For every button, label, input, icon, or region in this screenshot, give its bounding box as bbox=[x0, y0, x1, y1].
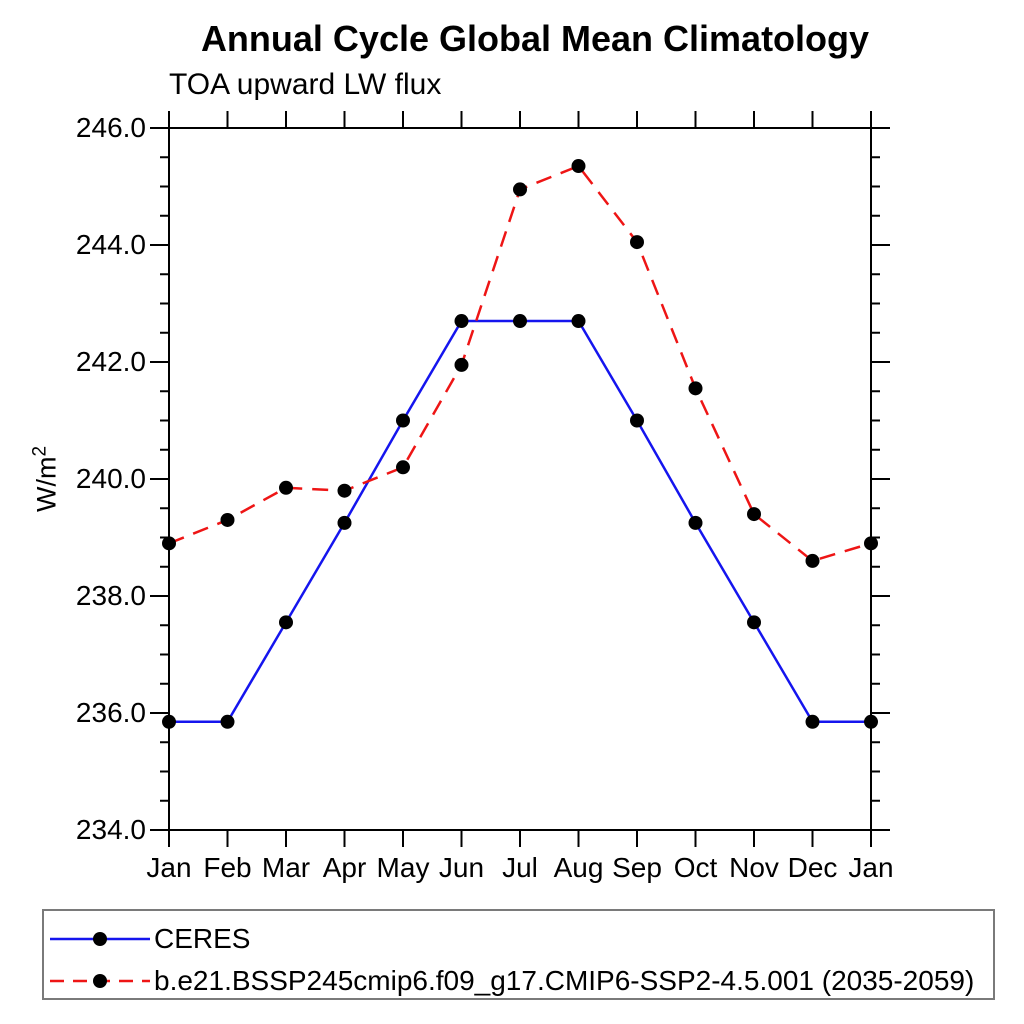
data-point-marker bbox=[630, 413, 644, 428]
data-point-marker bbox=[864, 536, 878, 551]
x-tick-label: May bbox=[376, 852, 430, 883]
data-point-marker bbox=[454, 314, 469, 329]
data-point-marker bbox=[279, 615, 293, 630]
x-tick-label: Jun bbox=[438, 852, 485, 883]
data-point-marker bbox=[747, 507, 761, 522]
data-point-marker bbox=[688, 515, 703, 530]
plot-frame bbox=[168, 127, 872, 831]
x-tick-label: Aug bbox=[553, 852, 604, 883]
legend-label-ceres: CERES bbox=[154, 923, 251, 954]
x-tick-label: Mar bbox=[261, 852, 311, 883]
data-point-marker bbox=[220, 512, 235, 527]
y-tick-label: 234.0 bbox=[75, 814, 146, 845]
x-tick-label: Oct bbox=[673, 852, 718, 883]
data-point-marker bbox=[337, 515, 352, 530]
x-tick-label: Jul bbox=[502, 852, 538, 883]
x-tick-label: Dec bbox=[787, 852, 838, 883]
data-point-marker bbox=[747, 615, 761, 630]
x-tick-label: Feb bbox=[203, 852, 252, 883]
data-point-marker bbox=[220, 714, 235, 729]
data-point-marker bbox=[571, 314, 586, 329]
data-point-marker bbox=[630, 235, 644, 250]
x-tick-label: Nov bbox=[729, 852, 779, 883]
y-tick-label: 236.0 bbox=[75, 697, 146, 728]
data-point-marker bbox=[513, 182, 527, 197]
y-axis-unit-exponent: 2 bbox=[29, 445, 51, 457]
data-point-marker bbox=[396, 460, 410, 475]
data-point-marker bbox=[805, 714, 820, 729]
chart-subtitle: TOA upward LW flux bbox=[169, 68, 442, 101]
y-tick-label: 240.0 bbox=[75, 463, 146, 494]
data-point-marker bbox=[513, 314, 527, 329]
legend-item-ceres: CERES bbox=[50, 923, 251, 954]
x-tick-label: Jan bbox=[848, 852, 894, 883]
x-tick-label: Apr bbox=[322, 852, 367, 883]
data-point-marker bbox=[162, 536, 176, 551]
y-tick-label: 238.0 bbox=[75, 580, 146, 611]
data-point-marker bbox=[279, 480, 293, 495]
legend-line-sample-dashed bbox=[50, 974, 150, 988]
legend-label-model: b.e21.BSSP245cmip6.f09_g17.CMIP6-SSP2-4.… bbox=[154, 965, 975, 996]
series-line-1 bbox=[168, 164, 872, 563]
legend-box: CERES b.e21.BSSP245cmip6.f09_g17.CMIP6-S… bbox=[42, 909, 995, 1000]
data-point-marker bbox=[454, 357, 469, 372]
legend-item-model: b.e21.BSSP245cmip6.f09_g17.CMIP6-SSP2-4.… bbox=[50, 965, 975, 996]
legend-line-sample-solid bbox=[50, 932, 150, 946]
data-point-marker bbox=[688, 381, 703, 396]
y-tick-label: 246.0 bbox=[75, 112, 146, 143]
series-line-0 bbox=[169, 319, 871, 724]
data-point-marker bbox=[162, 714, 176, 729]
data-point-marker bbox=[571, 159, 586, 174]
x-tick-label: Jan bbox=[146, 852, 192, 883]
y-tick-label: 244.0 bbox=[75, 229, 146, 260]
chart-title: Annual Cycle Global Mean Climatology bbox=[200, 18, 870, 59]
data-point-marker bbox=[805, 553, 820, 568]
y-tick-label: 242.0 bbox=[75, 346, 146, 377]
x-tick-label: Sep bbox=[612, 852, 662, 883]
data-point-marker bbox=[337, 483, 352, 498]
data-point-marker bbox=[396, 413, 410, 428]
data-point-marker bbox=[864, 714, 878, 729]
